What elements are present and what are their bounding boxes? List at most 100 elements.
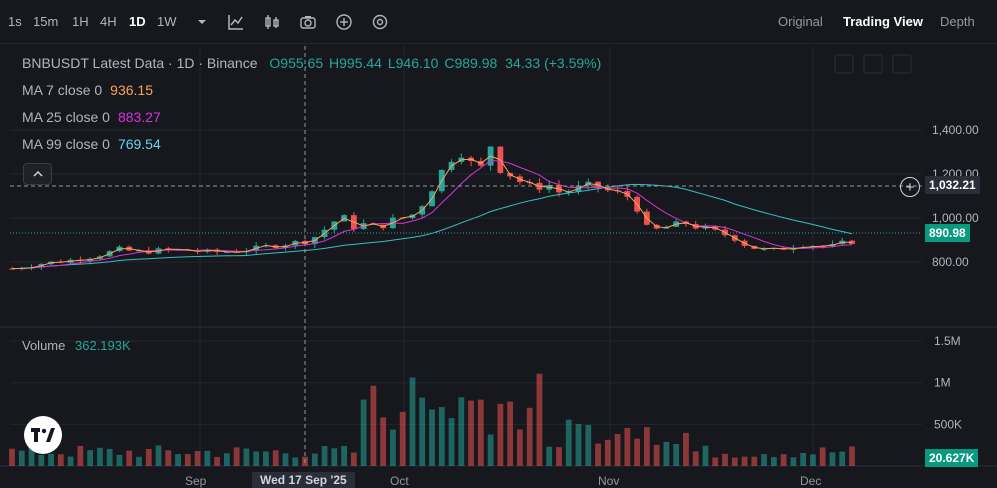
camera-icon[interactable]	[298, 12, 318, 32]
volume-bar	[253, 451, 260, 466]
volume-bar	[87, 450, 94, 466]
volume-bar	[849, 446, 855, 466]
last-volume-tag: 20.627K	[925, 449, 979, 467]
ma99-legend[interactable]: MA 99 close 0 769.54	[22, 136, 161, 152]
volume-bar	[175, 454, 181, 466]
tradingview-logo[interactable]	[24, 416, 62, 454]
volume-bar	[614, 434, 621, 466]
open-value: O955.65	[269, 55, 324, 71]
settings-icon[interactable]	[370, 12, 390, 32]
volume-bar	[741, 456, 748, 466]
volume-bar	[155, 445, 162, 466]
crosshair-date-tag: Wed 17 Sep '25	[252, 472, 355, 488]
volume-bar	[536, 373, 543, 466]
volume-bar	[780, 454, 787, 466]
tradingview-logo-icon	[31, 428, 55, 442]
view-depth[interactable]: Depth	[940, 14, 975, 29]
high-value: H995.44	[329, 55, 382, 71]
volume-bar	[663, 441, 670, 466]
volume-bar	[331, 448, 338, 466]
volume-bar	[683, 432, 689, 466]
volume-bar	[106, 448, 113, 466]
chevron-down-icon[interactable]	[192, 12, 212, 32]
time-label-nov: Nov	[598, 474, 620, 488]
volume-bar	[819, 447, 826, 466]
add-circle-icon[interactable]	[334, 12, 354, 32]
volume-bar	[565, 419, 572, 466]
volume-bar	[390, 429, 396, 466]
volume-bar	[751, 456, 758, 466]
volume-bar	[468, 400, 474, 466]
volume-bar	[458, 397, 465, 466]
timeframe-1h[interactable]: 1H	[72, 14, 89, 29]
view-original[interactable]: Original	[778, 14, 823, 29]
volume-bar	[292, 457, 299, 466]
volume-bar	[243, 448, 250, 466]
volume-bar	[350, 452, 357, 466]
volume-bar	[48, 453, 54, 466]
volume-bar	[233, 447, 240, 466]
ma25-legend[interactable]: MA 25 close 0 883.27	[22, 109, 161, 125]
volume-bar	[585, 424, 592, 466]
volume-bar	[810, 454, 816, 466]
volume-bar	[9, 448, 15, 466]
volume-bar	[634, 438, 641, 466]
volume-bar	[165, 450, 172, 466]
volume-bar	[116, 454, 123, 466]
volume-bar	[321, 445, 328, 466]
chart-type-icon[interactable]	[226, 12, 246, 32]
volume-bar	[517, 429, 523, 466]
ma7-legend[interactable]: MA 7 close 0 936.15	[22, 82, 153, 98]
timeframe-1d[interactable]: 1D	[129, 14, 146, 29]
volume-bar	[653, 444, 660, 466]
ma99-value: 769.54	[117, 136, 161, 152]
volume-bar	[97, 447, 103, 466]
settings-pane-icon	[892, 54, 912, 74]
volume-bar	[272, 450, 279, 466]
volume-axis-label: 1.5M	[934, 334, 961, 348]
volume-bar	[692, 451, 699, 466]
volume-axis-label: 500K	[934, 417, 962, 431]
ohlc-values: O955.65 H995.44 L946.10 C989.98 34.33 (+…	[267, 55, 601, 71]
low-value: L946.10	[387, 55, 439, 71]
ma25-label: MA 25 close 0	[22, 109, 110, 125]
volume-bar	[370, 385, 377, 466]
add-alert-icon[interactable]: +	[900, 177, 920, 197]
volume-bar	[429, 409, 435, 466]
down-arrow-icon	[834, 54, 854, 74]
volume-bar	[702, 445, 709, 466]
price-axis-label: 1,400.00	[932, 123, 979, 137]
volume-legend: Volume 362.193K	[22, 338, 131, 353]
close-value: C989.98	[444, 55, 498, 71]
volume-bar	[136, 456, 142, 466]
volume-bar	[38, 454, 45, 466]
indicators-icon[interactable]	[262, 12, 282, 32]
volume-bar	[223, 453, 230, 466]
time-label-dec: Dec	[800, 474, 822, 488]
volume-bar	[204, 450, 211, 466]
volume-bar	[546, 446, 553, 466]
volume-bar	[360, 399, 367, 466]
volume-bar	[526, 407, 533, 466]
view-trading-view[interactable]: Trading View	[843, 14, 923, 29]
timeframe-1w[interactable]: 1W	[157, 14, 177, 29]
ma99-label: MA 99 close 0	[22, 136, 110, 152]
volume-bar	[419, 397, 426, 466]
volume-bar	[77, 446, 84, 466]
volume-bar	[829, 452, 836, 466]
volume-bar	[790, 457, 797, 466]
chevron-up-icon	[32, 170, 43, 177]
volume-bar	[28, 445, 35, 466]
timeframe-4h[interactable]: 4H	[100, 14, 117, 29]
volume-bar	[712, 457, 719, 466]
top-toolbar: 1s 15m 1H 4H 1D 1W Original Trading View…	[0, 0, 997, 44]
fullscreen-icon	[863, 54, 883, 74]
timeframe-15m[interactable]: 15m	[33, 14, 59, 29]
timeframe-1s[interactable]: 1s	[8, 14, 22, 29]
ma25-value: 883.27	[117, 109, 161, 125]
collapse-legend-button[interactable]	[23, 163, 52, 185]
volume-bar	[126, 450, 133, 466]
volume-bar	[184, 454, 191, 466]
volume-bar	[438, 407, 445, 466]
